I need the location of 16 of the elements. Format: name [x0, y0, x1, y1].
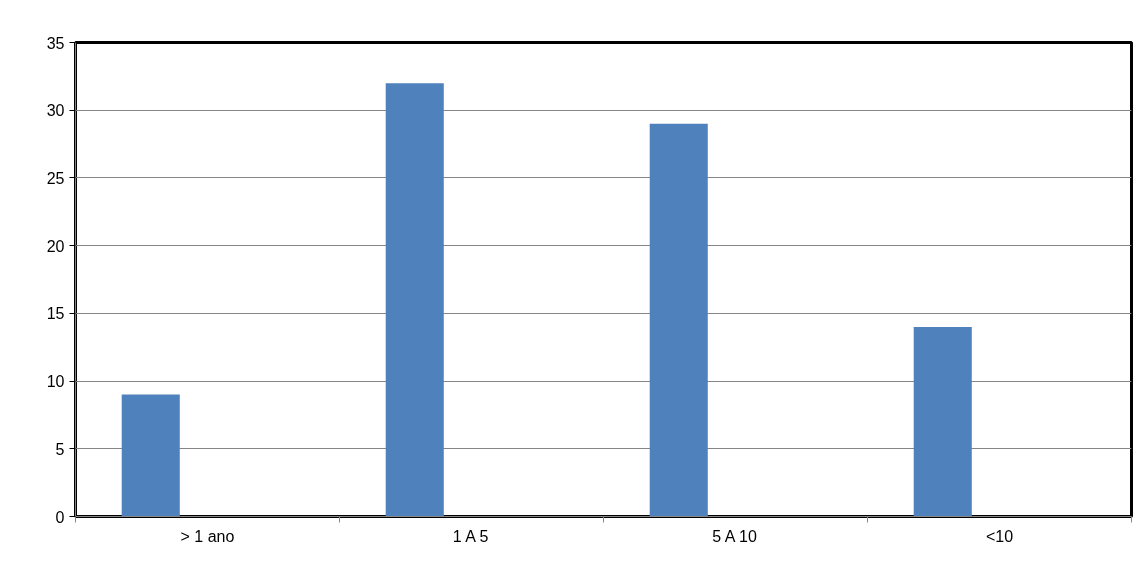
y-tick-label: 10: [46, 373, 65, 391]
bar: [121, 394, 180, 517]
x-tick-label: <10: [985, 527, 1014, 545]
y-tick-label: 5: [55, 440, 65, 458]
y-tick-label: 30: [46, 102, 65, 120]
y-tick-label: 0: [55, 508, 65, 526]
y-tick-label: 35: [46, 34, 65, 52]
y-tick-label: 25: [46, 169, 65, 187]
bar: [385, 83, 444, 517]
x-tick-label: > 1 ano: [180, 527, 235, 545]
bar: [649, 123, 708, 517]
bar: [913, 326, 972, 517]
y-tick-label: 15: [46, 305, 65, 323]
y-tick-label: 20: [46, 237, 65, 255]
x-tick-label: 5 A 10: [712, 527, 757, 545]
x-tick-label: 1 A 5: [452, 527, 489, 545]
